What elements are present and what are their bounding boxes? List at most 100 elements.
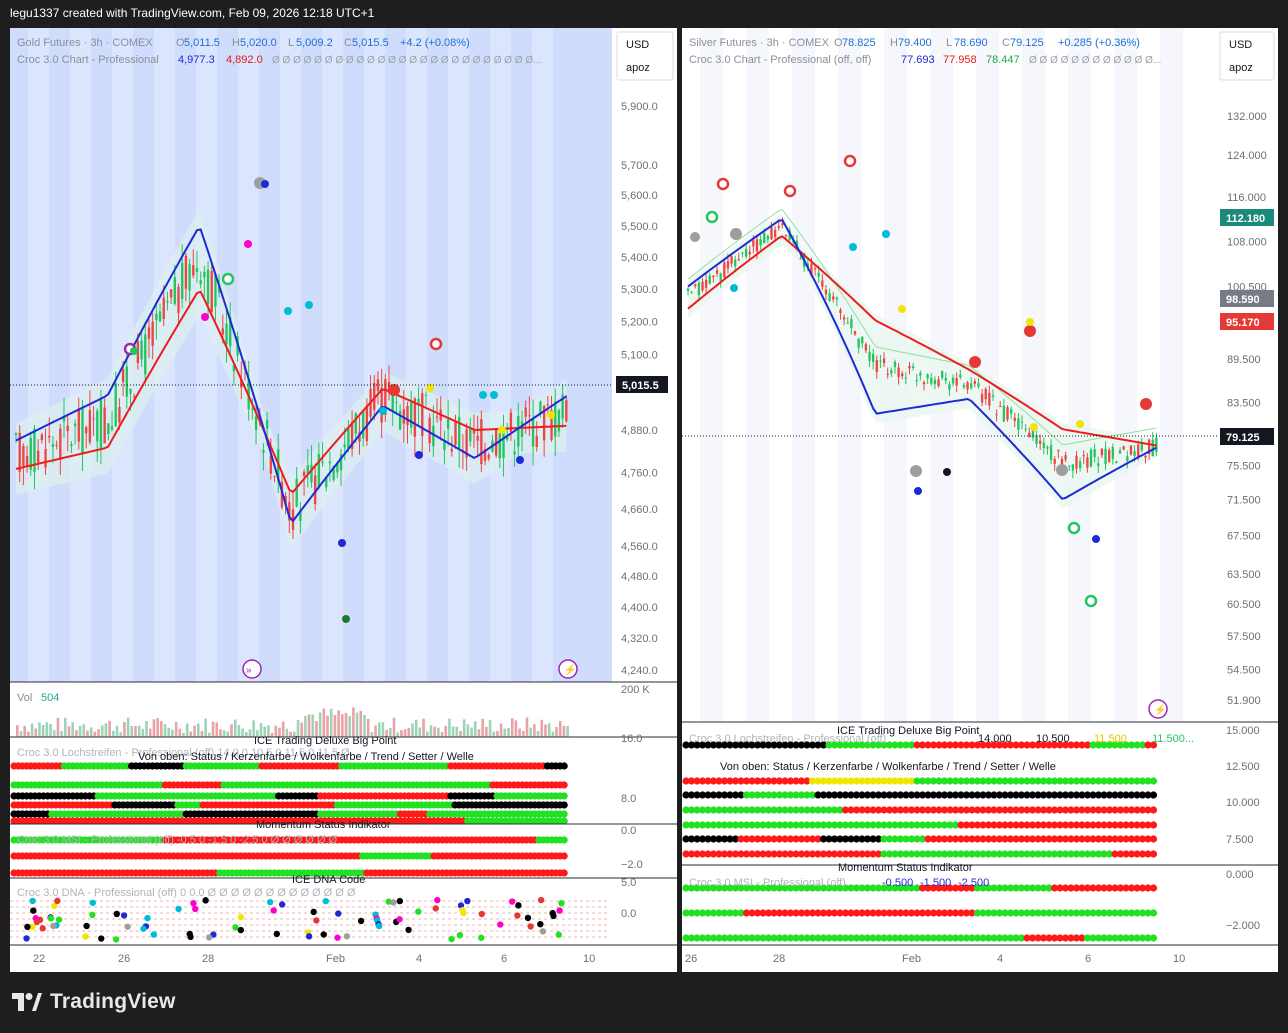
time-axis-label: 6 xyxy=(1085,953,1091,965)
status-dot xyxy=(995,909,1004,917)
silver-price-axis[interactable] xyxy=(1217,28,1278,722)
price-tick-label: 51.900 xyxy=(1227,695,1261,707)
status-dot xyxy=(858,791,866,799)
gold-currency[interactable]: USD xyxy=(626,39,649,51)
candle-body xyxy=(421,393,424,437)
candle-body xyxy=(904,377,908,379)
status-dot xyxy=(1050,741,1059,749)
silver-chart-panel[interactable]: Silver Futures · 3h · COMEX O 78.825 H 79.4… xyxy=(682,28,1278,972)
candle-body xyxy=(565,400,568,422)
replay-icon[interactable] xyxy=(242,659,262,679)
status-dot xyxy=(1006,777,1015,785)
status-dot xyxy=(1094,934,1103,942)
dna-dot xyxy=(192,905,199,913)
signal-dot xyxy=(426,384,434,392)
signal-ring xyxy=(429,337,443,351)
status-dot xyxy=(682,821,690,829)
status-dot xyxy=(1089,806,1097,814)
silver-bolt-icon[interactable] xyxy=(1148,699,1168,719)
price-tick-label: 5,200.0 xyxy=(621,317,658,329)
gold-scale-mode[interactable]: apoz xyxy=(626,62,650,74)
status-dot xyxy=(858,934,866,942)
silver-scale-mode[interactable]: apoz xyxy=(1229,62,1253,74)
status-dot xyxy=(1116,777,1125,785)
candle-body xyxy=(539,401,542,415)
silver-currency[interactable]: USD xyxy=(1229,39,1252,51)
status-dot xyxy=(1133,821,1141,829)
volume-bar xyxy=(521,730,525,737)
status-dot xyxy=(759,821,767,829)
session-stripe xyxy=(322,28,343,682)
status-dot xyxy=(1111,741,1119,749)
status-dot xyxy=(913,821,921,829)
status-dot xyxy=(797,821,806,829)
status-dot xyxy=(819,850,828,858)
status-dot xyxy=(858,821,866,829)
session-stripe xyxy=(1022,28,1045,722)
status-dot xyxy=(1116,806,1125,814)
candle-body xyxy=(73,423,77,427)
status-dot xyxy=(929,909,938,917)
status-dot xyxy=(792,850,800,858)
status-dot xyxy=(742,821,751,829)
status-dot xyxy=(1083,835,1092,843)
status-dot xyxy=(863,835,872,843)
status-dot xyxy=(726,806,734,814)
status-dot xyxy=(731,821,740,829)
gold-time-axis[interactable] xyxy=(10,946,677,972)
gold-volume-pane[interactable] xyxy=(10,683,612,737)
candle-body xyxy=(1009,409,1013,414)
candle-body xyxy=(391,389,394,411)
gold-chart-panel[interactable]: Gold Futures · 3h · COMEX O 5,011.5 H 5,020… xyxy=(10,28,677,972)
gold-bigpoint-pane[interactable] xyxy=(10,738,612,824)
dna-dot xyxy=(30,907,37,914)
status-dot xyxy=(764,850,773,858)
candle-body xyxy=(970,383,973,388)
status-dot xyxy=(1072,850,1081,858)
gold-currency-box[interactable] xyxy=(616,31,674,81)
status-dot xyxy=(560,869,568,877)
tradingview-logo[interactable]: TradingView xyxy=(12,990,176,1014)
status-dot xyxy=(902,777,910,785)
status-dot xyxy=(1039,850,1048,858)
candle-body xyxy=(966,382,969,390)
status-dot xyxy=(1094,806,1103,814)
status-dot xyxy=(979,884,987,892)
status-dot xyxy=(726,741,734,749)
gold-msi-pane[interactable] xyxy=(10,825,612,878)
status-dot xyxy=(847,777,855,785)
status-dot xyxy=(913,909,921,917)
bolt-icon[interactable] xyxy=(558,659,578,679)
silver-time-axis[interactable] xyxy=(682,946,1278,972)
gold-indicator-name: Croc 3.0 Chart - Professional xyxy=(17,54,159,66)
silver-last-price: 79.125 xyxy=(1226,432,1260,444)
status-dot xyxy=(814,741,822,749)
gold-main-pane[interactable] xyxy=(10,28,612,682)
status-dot xyxy=(720,777,729,785)
candle-body xyxy=(480,419,483,465)
silver-lochstreifen-label: Croc 3.0 Lochstreifen - Professional (of… xyxy=(689,733,886,745)
status-dot xyxy=(682,884,690,892)
status-dot xyxy=(775,791,784,799)
status-dot xyxy=(825,777,833,785)
status-dot xyxy=(770,850,778,858)
status-dot xyxy=(1039,909,1048,917)
status-dot xyxy=(1149,791,1158,799)
status-dot xyxy=(962,777,971,785)
status-dot xyxy=(968,934,976,942)
status-dot xyxy=(880,850,888,858)
status-dot xyxy=(852,835,861,843)
silver-currency-box[interactable] xyxy=(1219,31,1275,81)
status-dot xyxy=(786,821,795,829)
status-dot xyxy=(764,741,773,749)
volume-bar xyxy=(470,727,473,737)
volume-bar xyxy=(267,725,270,737)
session-stripe xyxy=(490,28,511,682)
volume-bar xyxy=(540,719,544,737)
candle-body xyxy=(973,381,976,384)
candle-body xyxy=(1028,432,1031,437)
status-dot xyxy=(946,741,954,749)
gold-price-axis[interactable] xyxy=(612,28,677,682)
candle-body xyxy=(181,262,184,299)
candle-body xyxy=(302,471,306,477)
